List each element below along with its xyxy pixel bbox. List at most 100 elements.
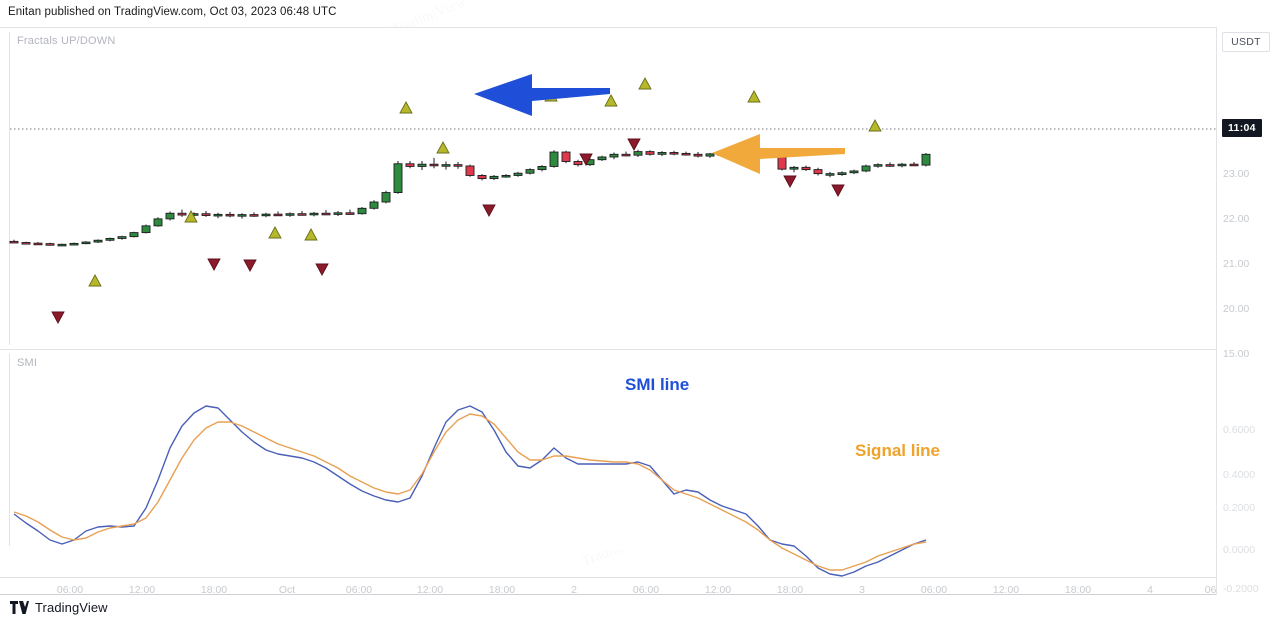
chart-frame[interactable]: Fractals UP/DOWN SMI xyxy=(0,27,1281,596)
smi-axis-tick: -0.2000 xyxy=(1223,583,1259,595)
time-axis-tick: 06:00 xyxy=(345,584,373,596)
currency-badge[interactable]: USDT xyxy=(1222,32,1270,52)
annotation-arrow-layer xyxy=(474,74,845,174)
candle-body xyxy=(381,192,391,203)
fractal-up-triangle-icon xyxy=(604,94,618,107)
candle-body xyxy=(225,213,235,217)
candle-body xyxy=(261,213,271,217)
time-axis-tick: Oct xyxy=(278,584,296,596)
candle-body xyxy=(309,212,319,216)
candle-body xyxy=(333,212,343,215)
signal-line-path xyxy=(13,413,927,571)
candle-body xyxy=(825,173,835,176)
candle-body xyxy=(249,214,259,217)
fractal-up-triangle-icon xyxy=(638,77,652,90)
time-axis[interactable]: 06:00 12:00 18:00 Oct 06:00 12:00 18:00 2 06:00 1… xyxy=(0,577,1281,604)
candle-body xyxy=(513,172,523,176)
candle-body xyxy=(393,163,403,193)
time-axis-tick: 12:00 xyxy=(992,584,1020,596)
candle-body xyxy=(285,213,295,216)
candle-body xyxy=(465,165,475,176)
candle-body xyxy=(165,212,175,220)
price-pane[interactable]: Fractals UP/DOWN xyxy=(0,28,1281,349)
candle-body xyxy=(477,174,487,180)
fractal-up-triangle-icon xyxy=(399,101,413,114)
candle-body xyxy=(345,212,355,215)
candle-body xyxy=(141,225,151,234)
candle-body xyxy=(837,172,847,175)
price-pane-title: Fractals UP/DOWN xyxy=(17,35,116,47)
candle-body xyxy=(609,153,619,158)
candle-body xyxy=(501,174,511,178)
candle-body xyxy=(153,218,163,227)
fractal-down-triangle-icon xyxy=(315,263,329,276)
fractal-up-triangle-icon xyxy=(184,210,198,223)
fractal-down-triangle-icon xyxy=(579,153,593,166)
candle-body xyxy=(369,201,379,209)
price-axis[interactable]: USDT 23.00 22.00 21.00 20.00 15.00 0.6000 0.40… xyxy=(1216,27,1281,595)
price-axis-tick: 15.00 xyxy=(1223,348,1250,360)
candle-body xyxy=(861,165,871,172)
candle-body xyxy=(273,213,283,217)
fractal-up-triangle-icon xyxy=(268,226,282,239)
candle-body xyxy=(705,153,715,157)
candle-body xyxy=(93,239,103,243)
candle-body xyxy=(213,213,223,217)
smi-axis-tick: 0.4000 xyxy=(1223,469,1256,481)
time-axis-tick: 18:00 xyxy=(1064,584,1092,596)
price-axis-tick: 23.00 xyxy=(1223,168,1250,180)
price-axis-tick: 21.00 xyxy=(1223,258,1250,270)
footer: TradingView xyxy=(10,600,108,615)
time-axis-tick: 12:00 xyxy=(128,584,156,596)
candle-body xyxy=(621,153,631,157)
candle-body xyxy=(57,243,67,247)
fractal-down-triangle-icon xyxy=(482,204,496,217)
fractal-up-triangle-icon xyxy=(868,119,882,132)
current-price-tag: 11:04 xyxy=(1222,119,1262,137)
candle-body xyxy=(897,163,907,167)
candle-body xyxy=(561,151,571,162)
candle-body xyxy=(21,242,31,245)
time-axis-tick: 06:00 xyxy=(632,584,660,596)
fractal-down-triangle-icon xyxy=(783,175,797,188)
attribution-text: Enitan published on TradingView.com, Oct… xyxy=(8,6,337,18)
time-axis-tick: 06:00 xyxy=(920,584,948,596)
price-axis-tick: 22.00 xyxy=(1223,213,1250,225)
candle-body xyxy=(681,152,691,156)
candle-group xyxy=(9,149,931,247)
smi-axis-tick: 0.2000 xyxy=(1223,502,1256,514)
smi-pane[interactable]: SMI xyxy=(0,349,1281,550)
time-axis-tick: 12:00 xyxy=(704,584,732,596)
candle-body xyxy=(417,163,427,167)
candle-body xyxy=(129,232,139,238)
fractal-up-triangle-icon xyxy=(747,90,761,103)
fractal-down-triangle-icon xyxy=(831,184,845,197)
candle-body xyxy=(669,152,679,155)
time-axis-tick: 2 xyxy=(571,584,577,596)
smi-axis-tick: 0.0000 xyxy=(1223,544,1256,556)
candle-body xyxy=(201,213,211,216)
candle-body xyxy=(657,152,667,155)
candle-body xyxy=(69,242,79,246)
candle-body xyxy=(633,151,643,156)
time-axis-tick: 06:00 xyxy=(56,584,84,596)
candle-body xyxy=(849,170,859,174)
annotation-label-signal-line: Signal line xyxy=(855,441,941,460)
tradingview-logo-icon xyxy=(10,601,29,614)
smi-line-path xyxy=(13,405,927,577)
candle-body xyxy=(597,156,607,161)
time-axis-tick: 3 xyxy=(859,584,865,596)
smi-line-layer xyxy=(13,405,927,577)
candle-body xyxy=(885,164,895,167)
smi-pane-title: SMI xyxy=(17,357,38,369)
candle-body xyxy=(873,164,883,167)
smi-axis-tick: 0.6000 xyxy=(1223,424,1256,436)
candle-body xyxy=(489,175,499,180)
candle-body xyxy=(429,163,439,167)
fractal-up-triangle-icon xyxy=(88,274,102,287)
time-axis-tick: 18:00 xyxy=(776,584,804,596)
candle-body xyxy=(297,213,307,216)
candle-body xyxy=(45,243,55,246)
candle-body xyxy=(105,237,115,241)
